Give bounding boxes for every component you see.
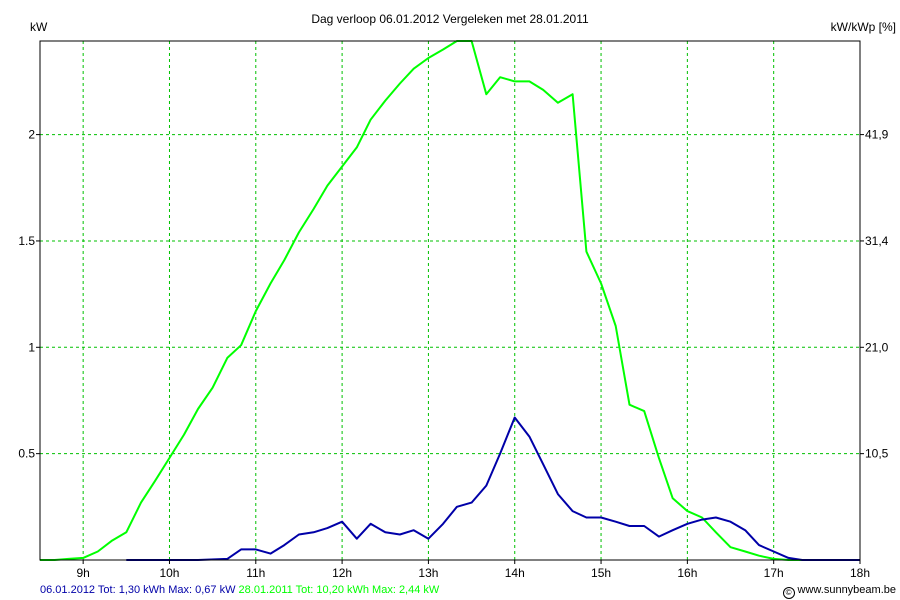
footer-totals: 06.01.2012 Tot: 1,30 kWh Max: 0,67 kW 28… xyxy=(40,584,439,596)
y-right-tick-label: 31,4 xyxy=(865,234,889,248)
x-tick-label: 16h xyxy=(677,566,697,580)
x-tick-label: 14h xyxy=(505,566,525,580)
chart-title: Dag verloop 06.01.2012 Vergeleken met 28… xyxy=(311,12,589,26)
y-left-tick-label: 1.5 xyxy=(18,234,35,248)
x-tick-label: 15h xyxy=(591,566,611,580)
x-tick-label: 18h xyxy=(850,566,870,580)
y-right-tick-label: 10,5 xyxy=(865,447,889,461)
x-tick-label: 11h xyxy=(246,566,265,580)
x-tick-label: 13h xyxy=(418,566,438,580)
plot-frame xyxy=(39,40,861,561)
x-tick-label: 10h xyxy=(159,566,179,580)
chart-background xyxy=(0,0,900,582)
series-line xyxy=(126,416,860,561)
x-tick-label: 9h xyxy=(76,566,89,580)
footer: 06.01.2012 Tot: 1,30 kWh Max: 0,67 kW 28… xyxy=(0,582,900,600)
copyright-icon: © xyxy=(782,587,795,599)
footer-site-credit: © www.sunnybeam.be xyxy=(782,584,896,599)
grid-layer xyxy=(40,41,860,560)
series-line xyxy=(40,40,860,561)
y-left-tick-label: 1 xyxy=(28,340,35,354)
tick-layer: 9h 10h 11h 12h 13h 14h 15h 16h 17h 18h 0.5 1 1.5 2 10,… xyxy=(18,128,888,580)
footer-2011-summary: 28.01.2011 Tot: 10,20 kWh Max: 2,44 kW xyxy=(238,584,440,596)
footer-2012-summary: 06.01.2012 Tot: 1,30 kWh Max: 0,67 kW xyxy=(40,584,236,596)
y-right-tick-label: 21,0 xyxy=(865,340,889,354)
series-layer xyxy=(40,40,860,561)
x-tick-label: 12h xyxy=(332,566,352,580)
y-axis-left-label: kW xyxy=(30,20,48,34)
y-left-tick-label: 0.5 xyxy=(18,447,35,461)
x-tick-label: 17h xyxy=(764,566,784,580)
chart: Dag verloop 06.01.2012 Vergeleken met 28… xyxy=(0,0,900,582)
y-axis-right-label: kW/kWp [%] xyxy=(831,20,896,34)
site-name: www.sunnybeam.be xyxy=(797,584,896,596)
y-left-tick-label: 2 xyxy=(28,128,35,142)
y-right-tick-label: 41,9 xyxy=(865,128,889,142)
